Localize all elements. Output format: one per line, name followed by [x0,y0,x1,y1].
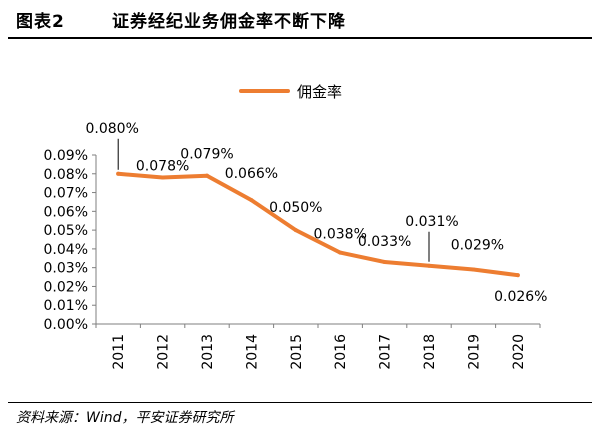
data-label: 0.029% [451,238,504,254]
x-tick-label: 2018 [422,334,438,370]
y-tick-label: 0.05% [44,223,88,239]
figure-header: 图表2 证券经纪业务佣金率不断下降 [0,0,594,38]
data-label: 0.026% [494,289,547,305]
data-labels: 0.080%0.078%0.079%0.066%0.050%0.038%0.03… [86,121,548,305]
data-label: 0.066% [225,166,278,182]
data-point [338,250,343,255]
y-tick-label: 0.00% [44,317,88,333]
y-tick-label: 0.02% [44,279,88,295]
data-label: 0.050% [269,200,322,216]
x-tick-label: 2015 [289,334,305,370]
data-point [515,273,520,278]
y-tick-label: 0.03% [44,261,88,277]
figure-label: 图表2 [16,12,65,32]
series-group [116,171,520,278]
x-tick-label: 2013 [200,334,216,370]
data-point [160,175,165,180]
data-label: 0.078% [136,159,189,175]
data-point [293,228,298,233]
y-tick-label: 0.06% [44,204,88,220]
x-tick-label: 2020 [511,334,527,370]
y-tick-label: 0.09% [44,148,88,164]
data-point [249,198,254,203]
data-point [427,263,431,268]
source-note: 资料来源：Wind，平安证券研究所 [16,410,234,426]
y-axis: 0.00% 0.01% 0.02% 0.03% 0.04% 0.05% 0.06% 0.07%… [44,148,97,333]
data-label: 0.079% [180,147,233,163]
data-point [116,171,121,176]
x-tick-label: 2012 [156,334,172,370]
y-tick-label: 0.08% [44,167,88,183]
y-tick-label: 0.07% [44,186,88,202]
y-tick-label: 0.04% [44,242,88,258]
legend: 佣金率 [239,83,342,101]
series-line [116,171,520,278]
data-label: 0.038% [314,227,367,243]
x-tick-label: 2019 [466,334,482,370]
bottom-rule [8,402,592,403]
data-label: 0.080% [86,121,139,137]
data-point [382,260,387,265]
x-axis: 2011 2012 2013 2014 2015 2016 2017 2018 2019 2020 [95,323,541,370]
x-tick-label: 2016 [333,334,349,370]
x-tick-label: 2011 [111,334,127,370]
top-rule [8,37,592,39]
data-label: 0.033% [358,234,411,250]
legend-label: 佣金率 [297,83,342,101]
data-point [205,173,209,178]
x-tick-label: 2017 [378,334,394,370]
y-tick-label: 0.01% [44,298,88,314]
data-label: 0.031% [405,214,458,230]
chart-title: 证券经纪业务佣金率不断下降 [112,12,346,32]
data-point [471,267,476,272]
x-tick-label: 2014 [244,334,260,370]
